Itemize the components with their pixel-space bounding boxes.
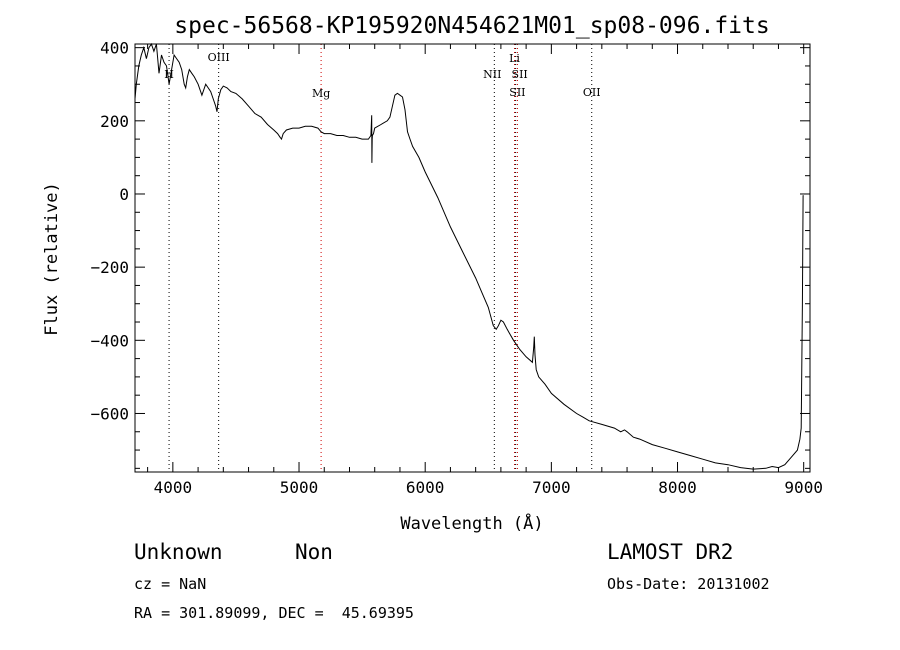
y-tick-label: −200 <box>90 258 129 277</box>
obs-date-text: Obs-Date: 20131002 <box>607 575 770 593</box>
line-label-sii: SII <box>512 68 528 81</box>
line-label-li: Li <box>509 52 520 65</box>
coordinates-text: RA = 301.89099, DEC = 45.69395 <box>134 604 414 622</box>
line-label-sii: SII <box>509 86 525 99</box>
chart-title: spec-56568-KP195920N454621M01_sp08-096.f… <box>174 13 769 39</box>
x-axis-label: Wavelength (Å) <box>400 512 543 534</box>
plot-frame <box>134 43 811 473</box>
x-tick-label: 9000 <box>784 478 823 497</box>
x-tick-label: 5000 <box>280 478 319 497</box>
y-tick-label: 0 <box>119 185 129 204</box>
line-label-mg: Mg <box>312 87 330 100</box>
y-axis-label: Flux (relative) <box>42 182 62 336</box>
x-tick-label: 7000 <box>532 478 571 497</box>
spectrum-line <box>134 42 804 470</box>
y-tick-label: 400 <box>100 39 129 58</box>
y-tick-label: 200 <box>100 112 129 131</box>
object-class: Unknown <box>134 540 223 564</box>
object-subclass: Non <box>295 540 333 564</box>
y-axis-ticks: 400 200 0 −200 −400 −600 <box>90 39 810 469</box>
line-labels: H OIII Mg NII Li SII SII OII <box>164 51 600 100</box>
redshift-text: cz = NaN <box>134 575 207 593</box>
x-tick-label: 6000 <box>406 478 445 497</box>
survey-label: LAMOST DR2 <box>607 540 734 564</box>
line-label-h: H <box>164 68 174 81</box>
x-tick-label: 8000 <box>658 478 697 497</box>
y-tick-label: −400 <box>90 331 129 350</box>
line-label-oiii: OIII <box>208 51 230 64</box>
y-tick-label: −600 <box>90 404 129 423</box>
x-tick-label: 4000 <box>154 478 193 497</box>
line-label-oii: OII <box>583 86 601 99</box>
emission-lines <box>168 44 593 472</box>
line-label-nii: NII <box>483 68 501 81</box>
x-axis-ticks: 4000 5000 6000 7000 8000 9000 <box>147 44 823 497</box>
